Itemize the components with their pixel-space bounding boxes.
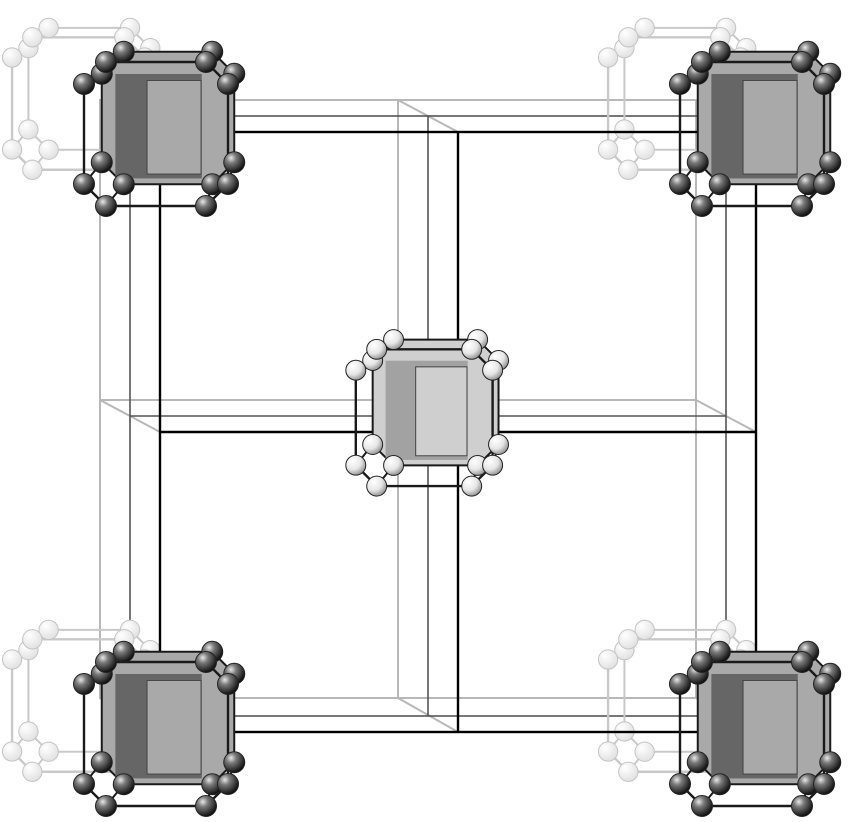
atom-sphere <box>708 40 731 63</box>
atom-sphere <box>73 73 95 95</box>
atom-sphere <box>223 751 246 774</box>
atom-sphere <box>112 173 135 196</box>
cluster-corner-top-left <box>73 40 246 217</box>
atom-sphere <box>634 619 655 641</box>
atom-sphere <box>18 119 39 140</box>
atom-sphere <box>634 139 655 160</box>
atom-sphere <box>634 741 655 762</box>
atom-sphere <box>195 651 217 673</box>
atom-sphere <box>791 795 813 817</box>
atom-sphere <box>366 475 388 497</box>
atom-sphere <box>112 773 135 796</box>
atom-sphere <box>1 139 23 160</box>
clusters <box>73 40 842 817</box>
atom-sphere <box>73 173 95 195</box>
atom-sphere <box>669 673 691 695</box>
atom-sphere <box>383 454 405 476</box>
atom-sphere <box>791 51 813 73</box>
atom-sphere <box>482 454 504 476</box>
atom-sphere <box>345 359 367 381</box>
atom-sphere <box>813 773 835 795</box>
atom-sphere <box>813 173 835 195</box>
cluster-corner-bottom-left <box>73 640 246 817</box>
atom-sphere <box>791 651 813 673</box>
atom-sphere <box>223 151 246 174</box>
atom-sphere <box>22 629 43 650</box>
atom-sphere <box>22 159 43 180</box>
atom-sphere <box>217 173 239 195</box>
atom-sphere <box>461 338 483 360</box>
atom-sphere <box>669 173 691 195</box>
atom-sphere <box>73 673 95 695</box>
atom-sphere <box>691 795 713 817</box>
cluster-corner-bottom-right <box>669 640 842 817</box>
atom-sphere <box>618 159 639 180</box>
atom-sphere <box>691 51 713 73</box>
atom-sphere <box>22 761 43 782</box>
atom-sphere <box>1 741 23 762</box>
atom-sphere <box>597 649 619 670</box>
atom-sphere <box>18 721 39 742</box>
cluster-corner-top-right <box>669 40 842 217</box>
atom-sphere <box>195 195 217 217</box>
atom-sphere <box>345 454 367 476</box>
atom-sphere <box>217 73 239 95</box>
cage-inner-face <box>742 679 798 775</box>
atom-sphere <box>383 329 405 351</box>
atom-sphere <box>618 761 639 782</box>
atom-sphere <box>819 151 842 174</box>
atom-sphere <box>38 619 59 641</box>
atom-sphere <box>708 173 731 196</box>
cage-inner-face <box>742 79 798 175</box>
atom-sphere <box>38 139 59 160</box>
atom-sphere <box>73 773 95 795</box>
atom-sphere <box>597 741 619 762</box>
atom-sphere <box>819 751 842 774</box>
atom-sphere <box>112 640 135 663</box>
atom-sphere <box>482 359 504 381</box>
cluster-body-center <box>345 329 510 497</box>
atom-sphere <box>22 27 43 48</box>
atom-sphere <box>112 40 135 63</box>
atom-sphere <box>488 434 510 456</box>
atom-sphere <box>362 434 384 456</box>
atom-sphere <box>708 640 731 663</box>
atom-sphere <box>691 195 713 217</box>
cage-inner-face <box>146 79 202 175</box>
atom-sphere <box>1 47 23 68</box>
cage-inner-face <box>415 366 468 457</box>
atom-sphere <box>461 475 483 497</box>
atom-sphere <box>669 73 691 95</box>
atom-sphere <box>195 51 217 73</box>
atom-sphere <box>38 17 59 39</box>
atom-sphere <box>217 673 239 695</box>
atom-sphere <box>90 751 113 774</box>
atom-sphere <box>90 151 113 174</box>
atom-sphere <box>95 51 117 73</box>
atom-sphere <box>691 651 713 673</box>
atom-sphere <box>1 649 23 670</box>
atom-sphere <box>813 673 835 695</box>
atom-sphere <box>686 751 709 774</box>
atom-sphere <box>95 195 117 217</box>
atom-sphere <box>708 773 731 796</box>
atom-sphere <box>38 741 59 762</box>
atom-sphere <box>95 651 117 673</box>
atom-sphere <box>618 27 639 48</box>
atom-sphere <box>791 195 813 217</box>
atom-sphere <box>634 17 655 39</box>
cage-inner-face <box>146 679 202 775</box>
atom-sphere <box>813 73 835 95</box>
atom-sphere <box>618 629 639 650</box>
atom-sphere <box>95 795 117 817</box>
atom-sphere <box>614 119 635 140</box>
atom-sphere <box>366 338 388 360</box>
atom-sphere <box>669 773 691 795</box>
atom-sphere <box>597 139 619 160</box>
atom-sphere <box>597 47 619 68</box>
atom-sphere <box>686 151 709 174</box>
atom-sphere <box>195 795 217 817</box>
atom-sphere <box>217 773 239 795</box>
